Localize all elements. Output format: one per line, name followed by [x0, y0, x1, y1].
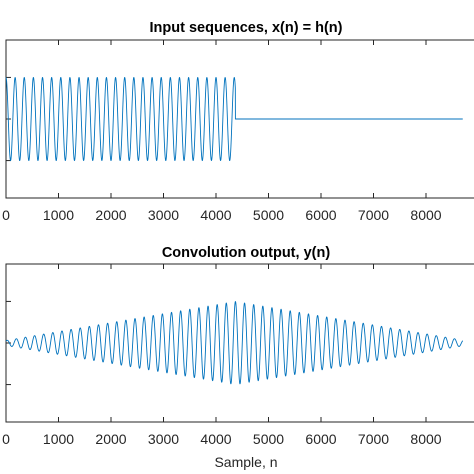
bottom-axes-box: [5, 263, 474, 423]
x-tick-label: 1000: [43, 207, 74, 223]
top-subplot-title: Input sequences, x(n) = h(n): [150, 20, 343, 36]
x-tick-label: 3000: [148, 207, 179, 223]
x-tick-label: 0: [2, 207, 10, 223]
x-tick-label: 5000: [253, 431, 284, 447]
bottom-series-line: [5, 301, 464, 385]
top-subplot: Input sequences, x(n) = h(n) 0 1000 2000 30…: [2, 20, 474, 223]
bottom-x-ticks: 0 1000 2000 3000 4000 5000 6000 7000 8000: [2, 264, 442, 447]
x-tick-label: 1000: [43, 431, 74, 447]
x-tick-label: 2000: [95, 207, 126, 223]
bottom-y-ticks: [6, 300, 11, 386]
bottom-subplot-title: Convolution output, y(n): [162, 245, 330, 261]
x-tick-label: 0: [2, 431, 10, 447]
x-tick-label: 8000: [410, 207, 441, 223]
x-tick-label: 5000: [253, 207, 284, 223]
x-tick-label: 4000: [200, 207, 231, 223]
bottom-x-axis-label: Sample, n: [214, 454, 277, 470]
x-tick-label: 3000: [148, 431, 179, 447]
x-tick-label: 7000: [358, 207, 389, 223]
top-x-ticks: 0 1000 2000 3000 4000 5000 6000 7000 8000: [2, 40, 442, 223]
x-tick-label: 7000: [358, 431, 389, 447]
x-tick-label: 6000: [305, 431, 336, 447]
x-tick-label: 4000: [200, 431, 231, 447]
top-series-line: [5, 76, 463, 162]
bottom-subplot: Convolution output, y(n) 0 1000 2000 3000 40…: [2, 245, 474, 470]
x-tick-label: 6000: [305, 207, 336, 223]
x-tick-label: 2000: [95, 431, 126, 447]
x-tick-label: 8000: [410, 431, 441, 447]
